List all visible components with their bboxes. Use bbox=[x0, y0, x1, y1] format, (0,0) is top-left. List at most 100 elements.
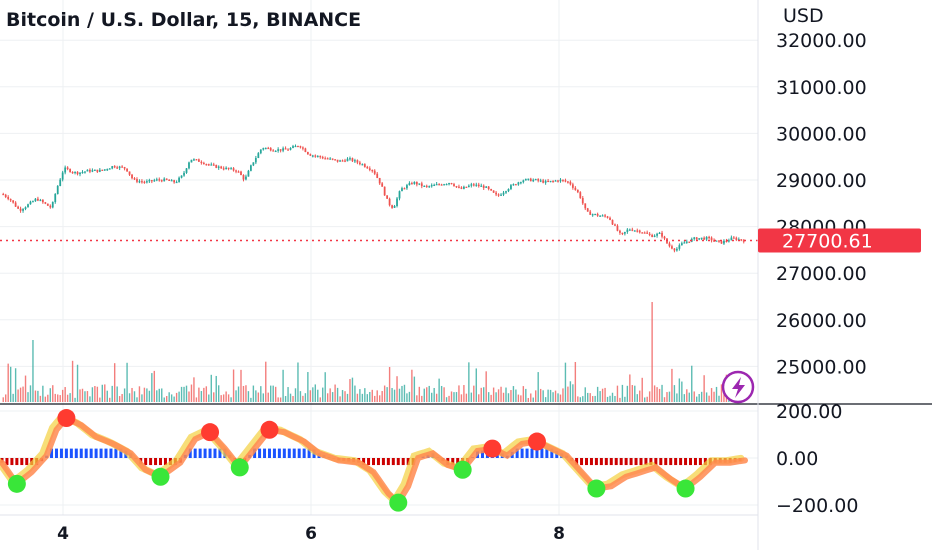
oscillator-hist-bar bbox=[520, 448, 524, 458]
candle-body bbox=[339, 160, 341, 162]
candle-body bbox=[242, 175, 245, 180]
oscillator-hist-bar bbox=[515, 448, 519, 458]
time-axis[interactable]: 4 6 8 bbox=[57, 524, 565, 544]
candle-body bbox=[675, 248, 678, 251]
candle-body bbox=[180, 175, 183, 178]
candle-body bbox=[269, 148, 272, 151]
candle-body bbox=[71, 172, 74, 174]
candle-body bbox=[175, 181, 178, 184]
volume-bar bbox=[569, 381, 572, 402]
candle-body bbox=[89, 169, 91, 172]
candle-body bbox=[212, 164, 215, 166]
candle-body bbox=[259, 149, 262, 154]
volume-bar bbox=[656, 387, 658, 402]
candle-body bbox=[398, 191, 401, 199]
candle-body bbox=[487, 186, 490, 189]
volume-bar bbox=[676, 393, 678, 402]
candle-body bbox=[361, 164, 364, 166]
candle-body bbox=[197, 159, 200, 162]
volume-bar bbox=[646, 396, 648, 402]
volume-bar bbox=[705, 392, 708, 402]
candle-body bbox=[532, 179, 535, 182]
candle-body bbox=[225, 167, 228, 170]
candle-body bbox=[351, 158, 354, 162]
candle-body bbox=[44, 202, 47, 204]
price-tick-label: 29000.00 bbox=[776, 170, 867, 192]
oscillator-hist-bar bbox=[203, 448, 207, 458]
volume-bar bbox=[128, 393, 131, 402]
candle-body bbox=[569, 181, 572, 185]
volume-bar bbox=[309, 390, 312, 402]
volume-bar bbox=[530, 393, 532, 402]
oscillator-hist-bar bbox=[540, 448, 544, 458]
oscillator-hist-bar bbox=[604, 458, 608, 466]
candle-body bbox=[376, 173, 379, 178]
price-tick-label: 26000.00 bbox=[776, 310, 867, 332]
candle-body bbox=[64, 167, 67, 173]
candle-body bbox=[621, 232, 624, 235]
volume-bar bbox=[29, 385, 32, 402]
candle-body bbox=[693, 237, 696, 239]
candle-body bbox=[638, 230, 641, 233]
candle-body bbox=[576, 189, 579, 193]
volume-bar bbox=[609, 395, 611, 402]
volume-bar bbox=[213, 392, 215, 402]
volume-bar bbox=[683, 394, 686, 402]
volume-bar bbox=[589, 393, 591, 402]
oscillator-hist-bar bbox=[149, 458, 153, 466]
volume-bar bbox=[505, 387, 507, 402]
price-tick-label: 27000.00 bbox=[776, 263, 867, 285]
candle-body bbox=[217, 166, 220, 168]
candle-body bbox=[205, 164, 208, 166]
volume-bar bbox=[39, 395, 42, 402]
volume-bar bbox=[349, 379, 351, 402]
volume-bar bbox=[354, 385, 356, 402]
candle-body bbox=[141, 181, 143, 183]
volume-bar bbox=[86, 391, 89, 402]
candle-body bbox=[680, 243, 683, 246]
volume-bar bbox=[480, 387, 482, 402]
volume-bar bbox=[361, 393, 364, 402]
candle-body bbox=[557, 180, 559, 182]
oscillator-axis[interactable]: −200.00 0.00 200.00 bbox=[776, 401, 858, 517]
volume-bar bbox=[606, 396, 609, 402]
volume-bar bbox=[163, 397, 165, 402]
volume-bar bbox=[369, 391, 371, 402]
candle-body bbox=[438, 184, 441, 186]
oscillator-hist-bar bbox=[89, 448, 93, 458]
candle-body bbox=[420, 183, 423, 187]
candle-body bbox=[106, 169, 109, 171]
volume-bar bbox=[203, 387, 205, 402]
candle-body bbox=[321, 157, 324, 159]
candle-body bbox=[406, 185, 408, 189]
price-tick-label: 25000.00 bbox=[776, 356, 867, 378]
volume-bar bbox=[619, 397, 621, 402]
volume-bar bbox=[621, 384, 624, 402]
candle-body bbox=[17, 206, 19, 209]
volume-bar bbox=[663, 397, 666, 402]
candle-body bbox=[619, 230, 621, 233]
candle-body bbox=[631, 229, 634, 231]
volume-bar bbox=[681, 381, 683, 402]
volume-bar bbox=[118, 396, 121, 402]
volume-bar bbox=[19, 387, 22, 402]
lightning-bolt-icon[interactable] bbox=[721, 370, 755, 404]
candle-body bbox=[695, 237, 698, 240]
oscillator-hist-bar bbox=[10, 458, 14, 466]
volume-bar bbox=[188, 391, 190, 402]
oscillator-hist-bar bbox=[258, 448, 262, 458]
candle-body bbox=[160, 180, 163, 182]
oscillator-hist-bar bbox=[580, 458, 584, 466]
volume-bar bbox=[344, 391, 346, 402]
candle-body bbox=[700, 237, 703, 239]
candle-body bbox=[101, 169, 104, 171]
volume-bar bbox=[146, 388, 148, 402]
volume-bar bbox=[465, 393, 468, 402]
price-axis[interactable]: 25000.0026000.0027000.0028000.0029000.00… bbox=[776, 30, 867, 378]
oscillator-hist-bar bbox=[530, 448, 534, 458]
candle-body bbox=[32, 201, 34, 203]
currency-label: USD bbox=[783, 5, 824, 27]
volume-bar bbox=[2, 397, 4, 402]
volume-bar bbox=[235, 390, 237, 402]
volume-bar bbox=[346, 393, 349, 402]
